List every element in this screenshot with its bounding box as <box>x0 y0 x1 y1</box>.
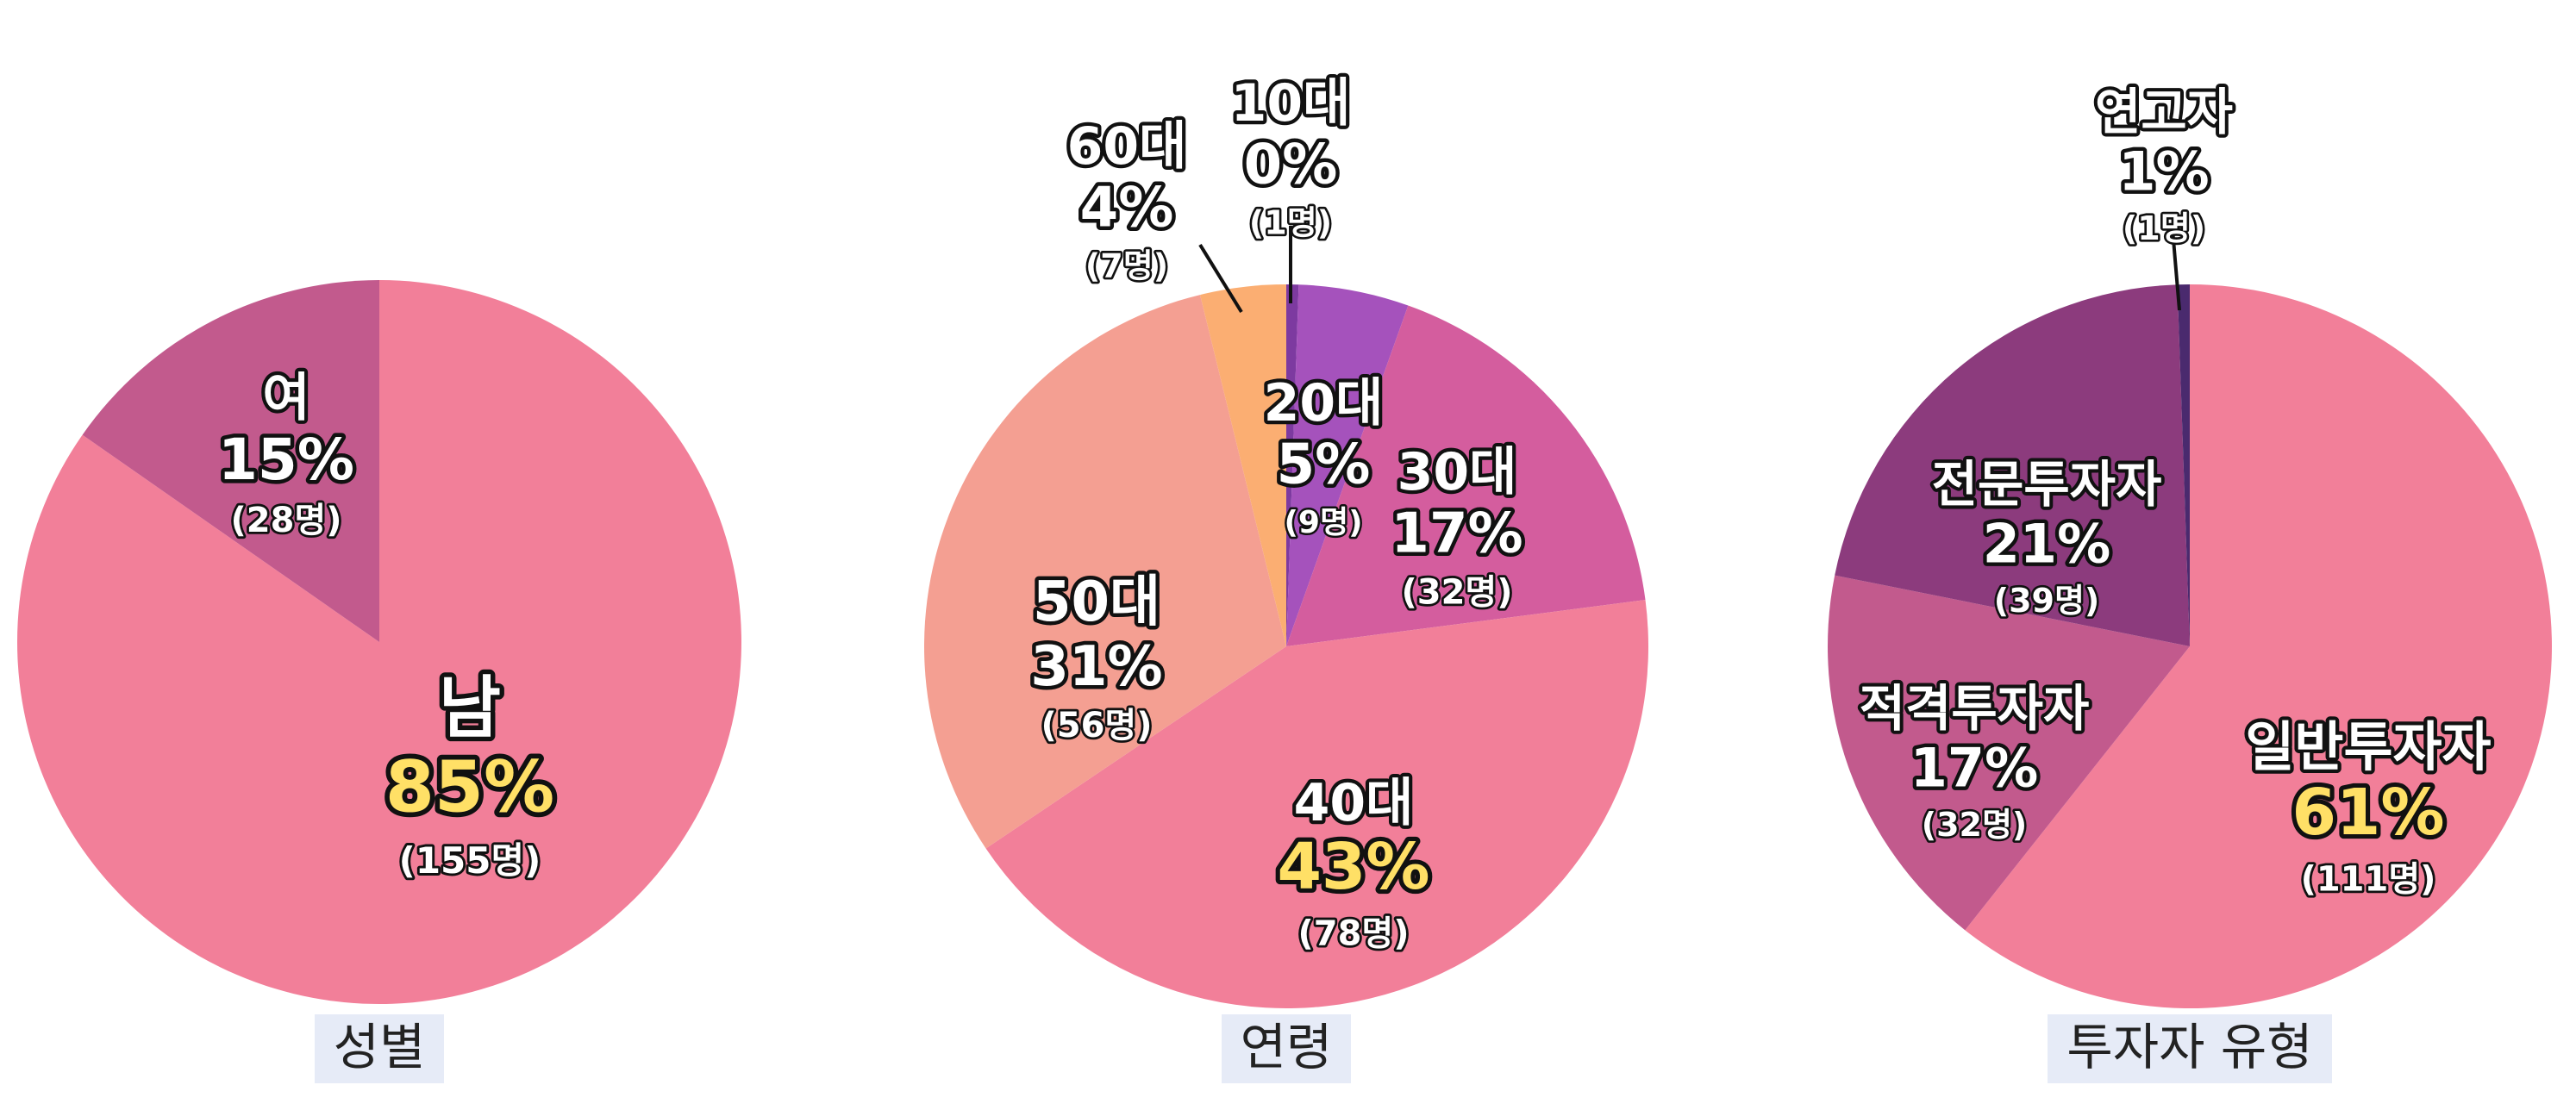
slice-label: 남 <box>439 670 501 747</box>
slice-label: 40대 <box>1294 773 1414 833</box>
leader-line <box>2171 228 2181 311</box>
slice-count: (56명) <box>1041 706 1152 745</box>
pie-slice <box>1965 284 2552 1008</box>
leader-line <box>1198 243 1243 314</box>
slice-percent: 5% <box>1277 433 1371 497</box>
slice-label: 50대 <box>1033 571 1160 634</box>
pie-slice <box>1286 284 1409 646</box>
slice-label: 60대 <box>1067 116 1187 177</box>
slice-label: 일반투자자 <box>2245 715 2491 778</box>
pie-slice <box>1200 284 1286 646</box>
slice-percent: 15% <box>218 427 354 493</box>
slice-count: (78명) <box>1297 914 1409 953</box>
slice-count: (32명) <box>1401 573 1512 613</box>
slice-count: (1명) <box>1249 203 1332 241</box>
slice-count: (111명) <box>2301 859 2436 899</box>
slice-count: (1명) <box>2123 209 2205 247</box>
chart-title: 연령 <box>1241 1018 1333 1076</box>
slice-label: 20대 <box>1264 373 1384 433</box>
slice-percent: 4% <box>1080 177 1174 240</box>
slice-count: (9명) <box>1284 505 1362 540</box>
chart-title: 투자자 유형 <box>2066 1018 2312 1076</box>
pie-chart-1: 남85% (155명) 여15% (28명) 성별 <box>17 280 742 1083</box>
chart-title-background <box>315 1014 444 1083</box>
slice-count: (155명) <box>399 839 541 882</box>
slice-count: (39명) <box>1994 582 2100 620</box>
slice-percent: 85% <box>385 747 554 829</box>
pie-slice <box>17 280 742 1004</box>
slice-label: 여 <box>262 368 309 428</box>
slice-label: 10대 <box>1231 73 1351 134</box>
slice-count: (28명) <box>230 501 341 540</box>
slice-count: (7명) <box>1085 246 1168 284</box>
chart-title-background <box>2048 1014 2332 1083</box>
slice-label: 전문투자자 <box>1932 455 2162 514</box>
pie-slice <box>2177 284 2190 646</box>
pie-slice <box>1286 305 1646 646</box>
slice-percent: 21% <box>1983 512 2110 575</box>
slice-percent: 0% <box>1244 134 1338 197</box>
pie-slice <box>82 280 379 642</box>
slice-label: 적격투자자 <box>1860 679 2090 738</box>
slice-percent: 1% <box>2118 140 2209 203</box>
chart-title-background <box>1222 1014 1351 1083</box>
slice-percent: 43% <box>1277 830 1429 904</box>
slice-percent: 17% <box>1910 736 2038 799</box>
pie-slice <box>1286 284 1299 646</box>
chart-title: 성별 <box>334 1018 426 1076</box>
slice-label: 연고자 <box>2095 83 2233 141</box>
slice-percent: 17% <box>1391 502 1522 566</box>
slice-percent: 61% <box>2292 776 2444 850</box>
slice-count: (32명) <box>1922 806 2028 844</box>
pie-slice <box>924 295 1286 849</box>
slice-label: 30대 <box>1397 442 1517 502</box>
pie-slice <box>1828 575 2190 931</box>
slice-percent: 31% <box>1030 635 1162 699</box>
pie-slice <box>1835 284 2190 646</box>
pie-slice <box>985 600 1649 1009</box>
